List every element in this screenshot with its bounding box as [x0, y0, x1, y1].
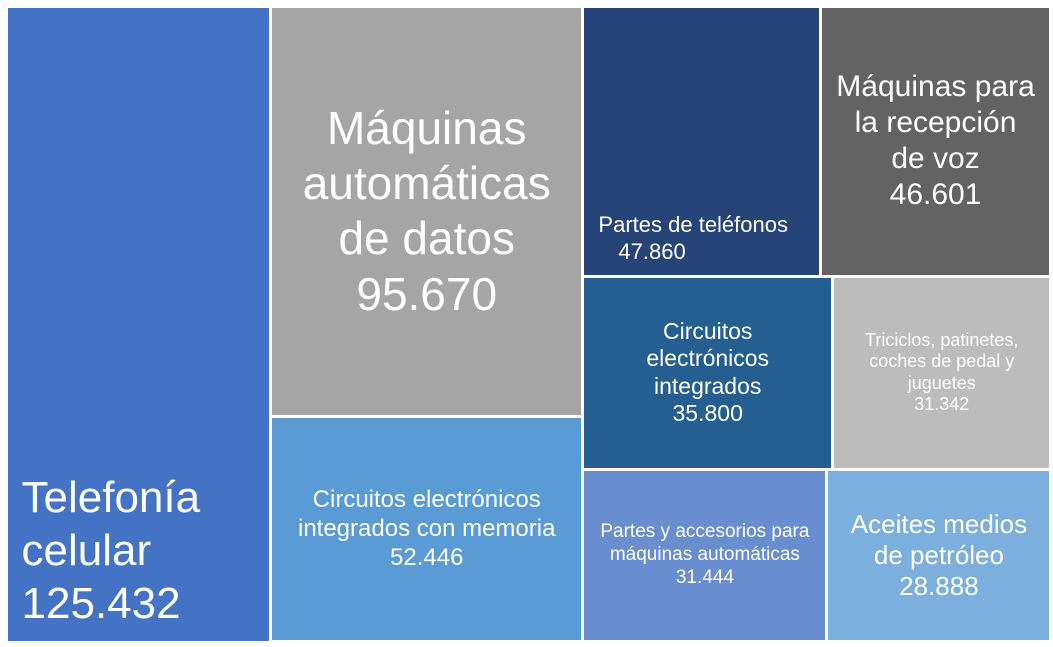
tile-label: Máquinas automáticas de datos	[302, 102, 551, 265]
tile: Triciclos, patinetes, coches de pedal y …	[834, 278, 1050, 468]
tile: Aceites medios de petróleo 28.888	[828, 470, 1050, 641]
tile: Máquinas automáticas de datos 95.670	[272, 7, 582, 416]
tile: Telefonía celular 125.432	[7, 7, 270, 641]
tile-value: 46.601	[889, 178, 982, 212]
tile-label: Telefonía celular	[21, 473, 201, 575]
tile-label: Circuitos electrónicos integrados con me…	[297, 486, 556, 542]
tile-value: 52.446	[390, 543, 464, 571]
tile-value: 28.888	[899, 571, 979, 602]
tile-label: Triciclos, patinetes, coches de pedal y …	[865, 329, 1019, 393]
tile-value: 35.800	[672, 400, 743, 427]
tile: Circuitos electrónicos integrados con me…	[272, 418, 582, 641]
tile-value: 95.670	[356, 267, 498, 320]
tile-value: 125.432	[21, 578, 181, 628]
tile-value: 31.444	[675, 566, 734, 588]
tile-label: Partes y accesorios para máquinas automá…	[600, 521, 810, 566]
tile-label: Partes de teléfonos	[598, 212, 788, 238]
tile: Partes de teléfonos 47.860	[584, 7, 819, 276]
tile-value: 31.342	[914, 394, 970, 415]
tile-label: Aceites medios de petróleo	[850, 508, 1028, 570]
tile: Circuitos electrónicos integrados 35.800	[584, 278, 831, 468]
tile: Partes y accesorios para máquinas automá…	[584, 470, 826, 641]
tile-label: Máquinas para la recepción de voz	[836, 70, 1035, 176]
tile-label: Circuitos electrónicos integrados	[646, 317, 770, 399]
tile: Máquinas para la recepción de voz 46.601	[821, 7, 1050, 276]
tile-value: 47.860	[618, 238, 686, 264]
